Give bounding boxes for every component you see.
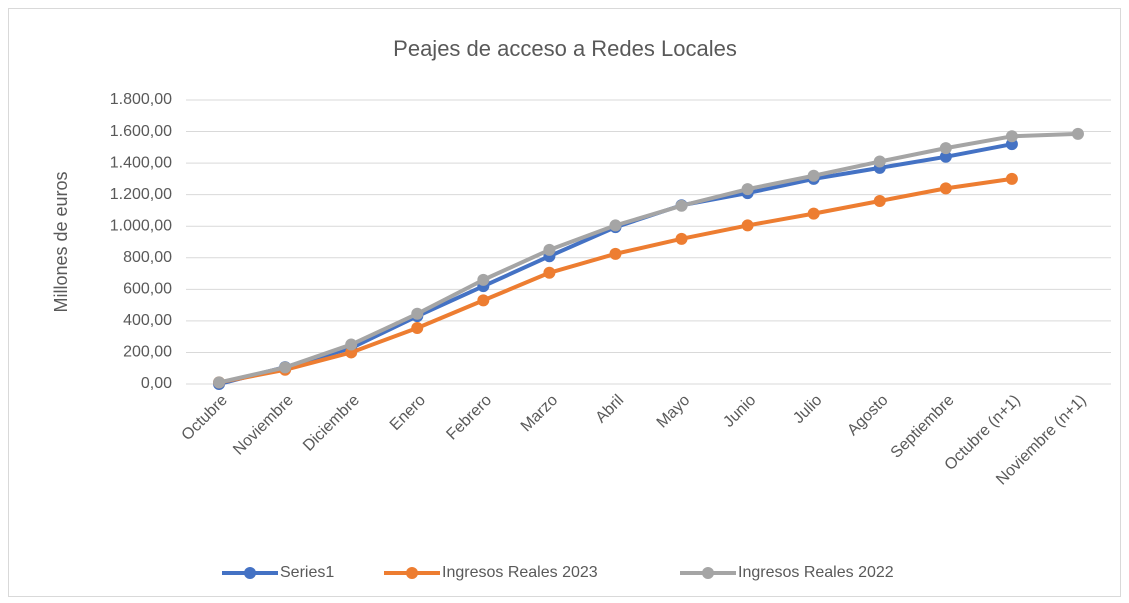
legend-marker bbox=[406, 567, 418, 579]
y-tick-label: 1.800,00 bbox=[110, 91, 172, 108]
marker bbox=[1071, 127, 1084, 140]
marker bbox=[213, 376, 226, 389]
y-tick-label: 0,00 bbox=[141, 375, 172, 392]
legend-label: Ingresos Reales 2022 bbox=[738, 564, 894, 581]
marker bbox=[741, 183, 754, 196]
y-tick-label: 1.600,00 bbox=[110, 123, 172, 140]
series-line bbox=[218, 131, 1079, 385]
marker bbox=[1005, 172, 1018, 185]
marker bbox=[873, 155, 886, 168]
marker bbox=[939, 150, 952, 163]
legend-marker bbox=[244, 567, 256, 579]
marker bbox=[477, 273, 490, 286]
y-tick-label: 600,00 bbox=[123, 281, 172, 298]
chart-border bbox=[8, 8, 1121, 597]
y-tick-label: 200,00 bbox=[123, 344, 172, 361]
marker bbox=[675, 199, 688, 212]
y-tick-label: 1.400,00 bbox=[110, 154, 172, 171]
marker bbox=[411, 321, 424, 334]
y-axis-label: Millones de euros bbox=[51, 171, 71, 312]
marker bbox=[345, 338, 358, 351]
marker bbox=[807, 207, 820, 220]
legend-label: Ingresos Reales 2023 bbox=[442, 564, 598, 581]
legend-label: Series1 bbox=[280, 564, 334, 581]
marker bbox=[1005, 130, 1018, 143]
legend-marker bbox=[702, 567, 714, 579]
y-tick-label: 400,00 bbox=[123, 312, 172, 329]
marker bbox=[411, 307, 424, 320]
marker bbox=[807, 169, 820, 182]
marker bbox=[939, 142, 952, 155]
marker bbox=[543, 266, 556, 279]
marker bbox=[675, 232, 688, 245]
marker bbox=[279, 361, 292, 374]
marker bbox=[741, 219, 754, 232]
marker bbox=[873, 194, 886, 207]
marker bbox=[477, 294, 490, 307]
marker bbox=[543, 243, 556, 256]
y-tick-label: 1.000,00 bbox=[110, 217, 172, 234]
marker bbox=[939, 182, 952, 195]
y-tick-label: 1.200,00 bbox=[110, 186, 172, 203]
chart-title: Peajes de acceso a Redes Locales bbox=[393, 36, 737, 61]
marker bbox=[609, 247, 622, 260]
marker bbox=[609, 219, 622, 232]
y-tick-label: 800,00 bbox=[123, 249, 172, 266]
